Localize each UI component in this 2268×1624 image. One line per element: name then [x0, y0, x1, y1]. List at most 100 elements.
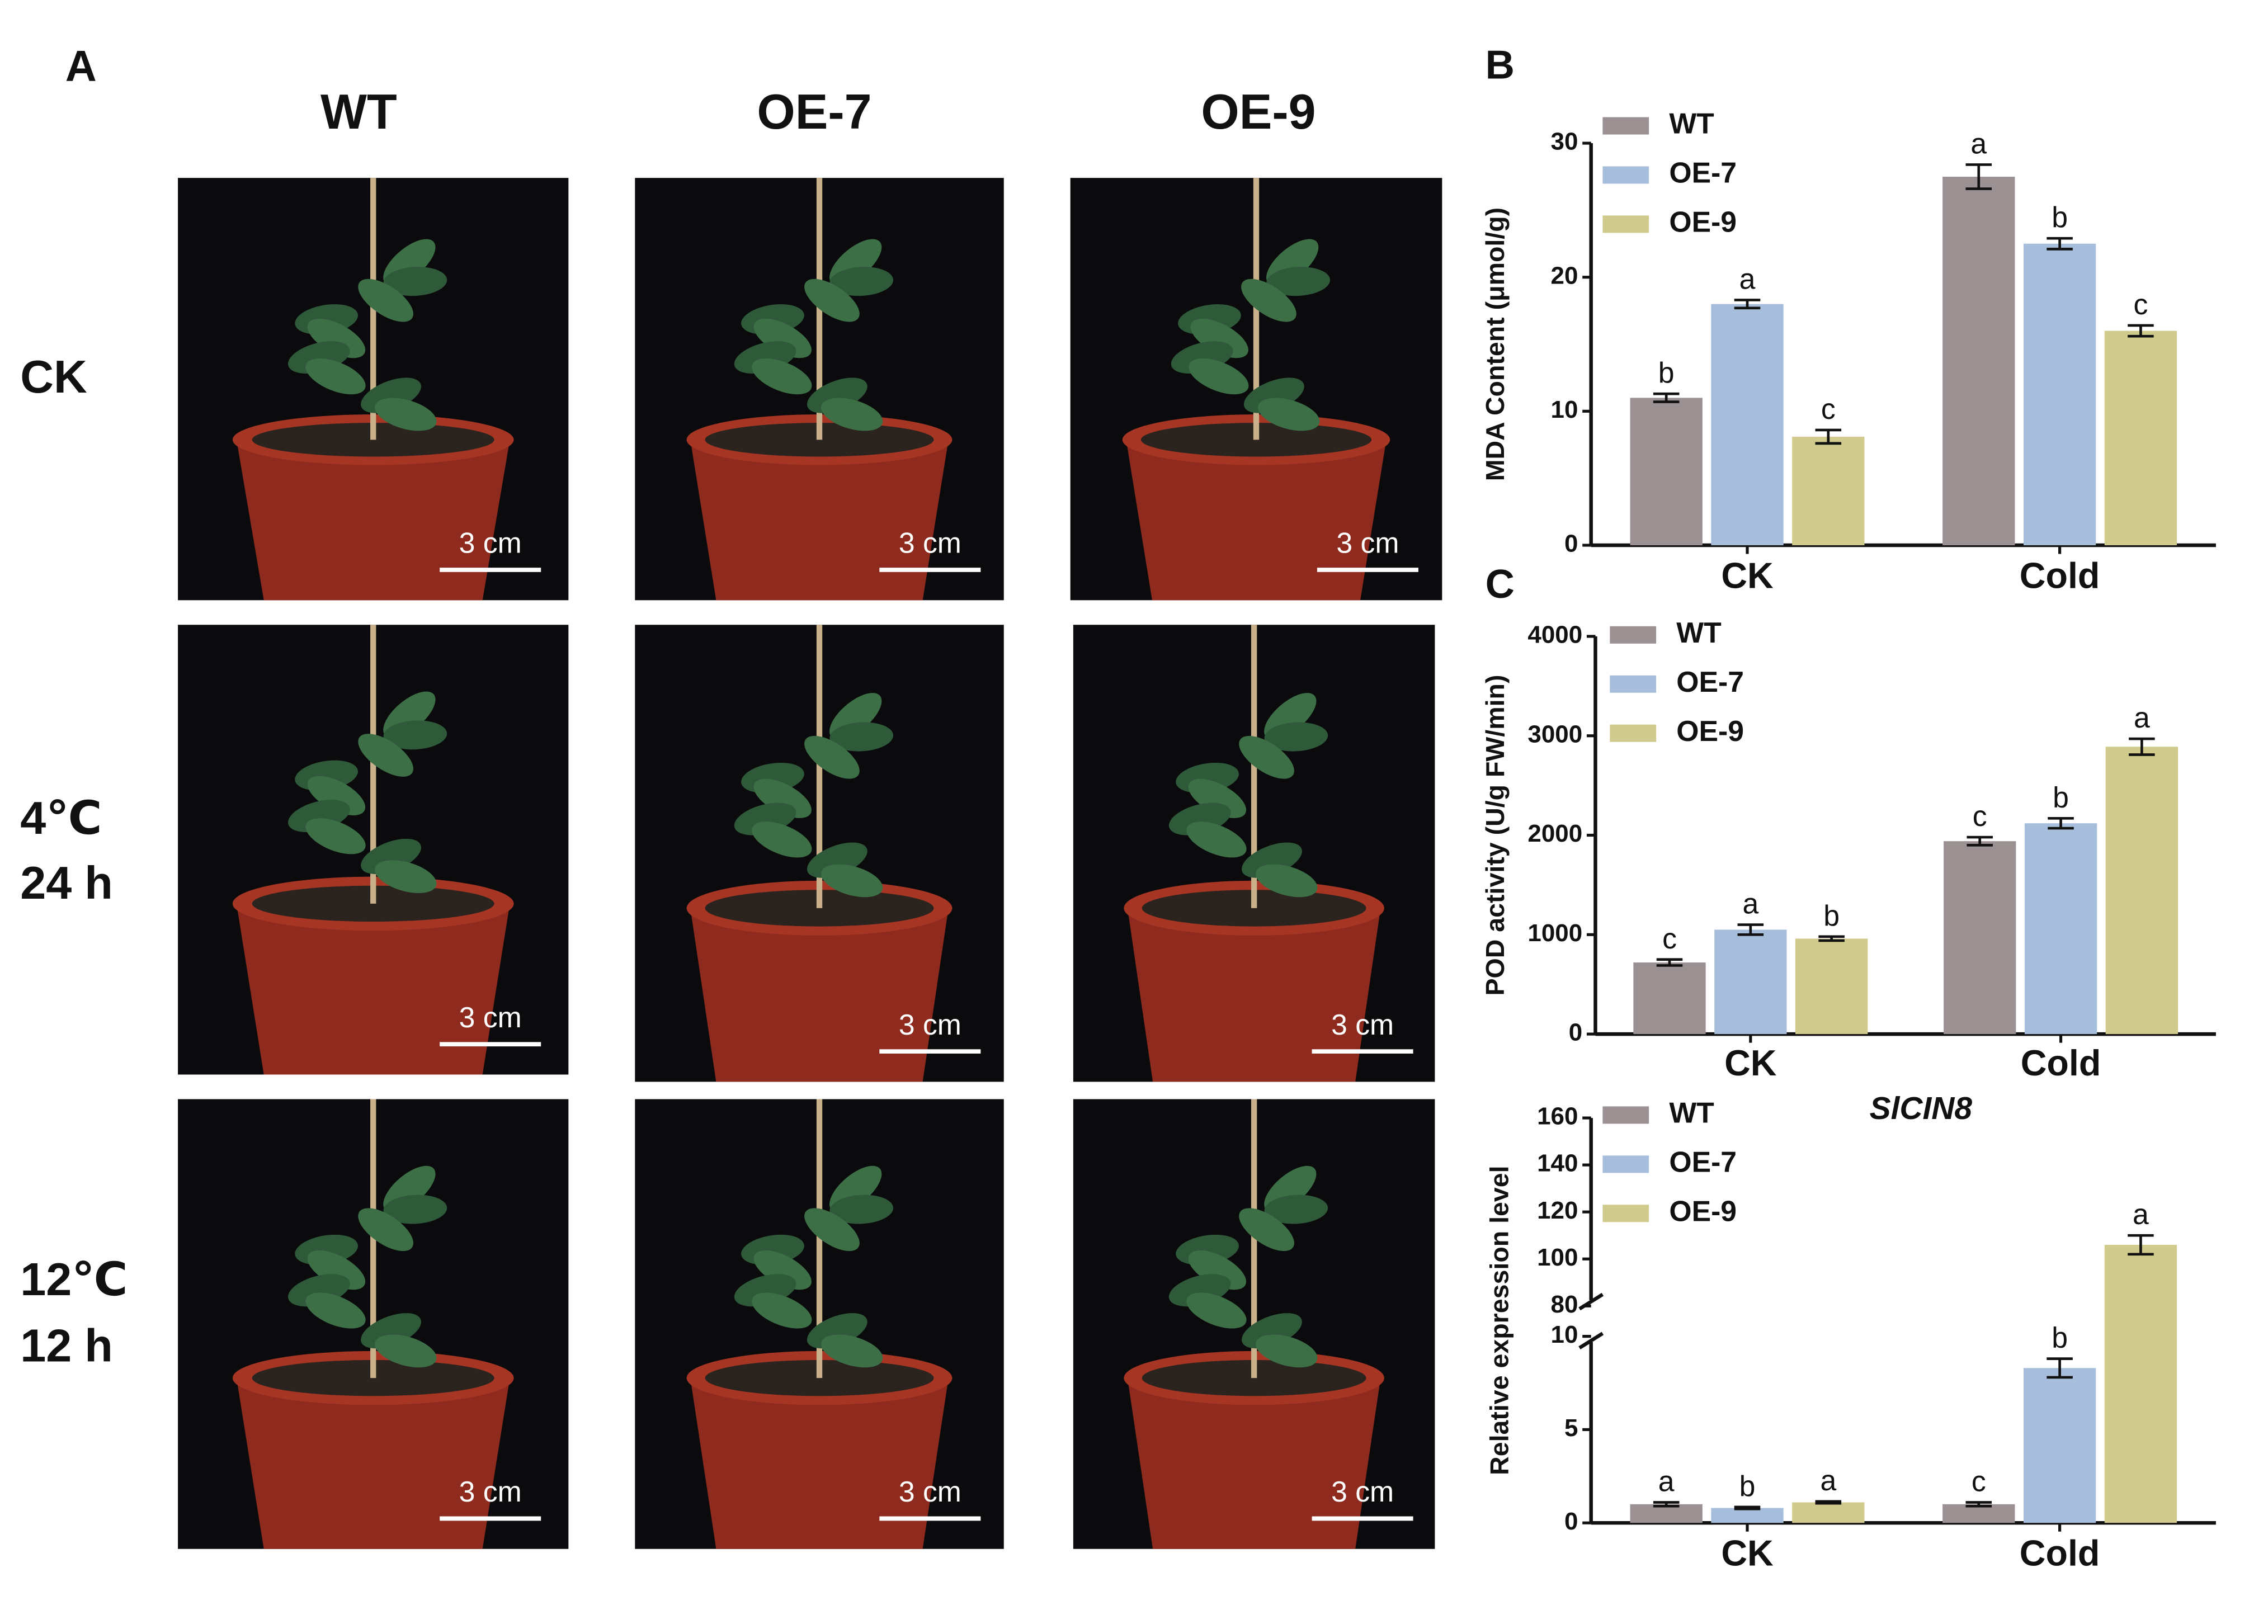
leaf: [753, 318, 812, 358]
leaf: [752, 358, 812, 395]
scale-label: 3 cm: [899, 1475, 961, 1508]
y-axis-label: POD activity (U/g FW/min): [1480, 675, 1510, 996]
x-tick-label: Cold: [2020, 1533, 2100, 1574]
error-bar: [2047, 237, 2073, 251]
significance-letter: a: [1658, 1465, 1675, 1498]
bar: [2024, 823, 2097, 1035]
leaf: [305, 818, 366, 855]
leaf: [361, 838, 421, 875]
pot: [690, 440, 949, 601]
bar: [1792, 1502, 1865, 1523]
leaf: [307, 1250, 366, 1290]
legend-swatch: [1602, 1106, 1649, 1124]
legend-label: OE-7: [1676, 665, 1744, 698]
leaf: [1188, 778, 1247, 818]
leaf: [829, 1195, 894, 1224]
axis-break: [1578, 1292, 1604, 1350]
leaf: [1256, 864, 1318, 898]
legend-label: OE-7: [1669, 157, 1737, 189]
y-tick-label: 10: [1551, 396, 1578, 423]
leaf: [305, 358, 366, 395]
error-bar: [1967, 835, 1993, 847]
legend-swatch: [1610, 724, 1657, 742]
y-tick-label: 140: [1537, 1150, 1578, 1177]
legend-swatch: [1610, 675, 1657, 693]
leaf: [807, 1313, 867, 1349]
leaf: [1186, 822, 1247, 858]
bar: [1711, 1508, 1784, 1523]
leaf: [829, 267, 894, 296]
significance-letter: c: [1662, 922, 1677, 955]
bar: [2105, 747, 2179, 1035]
significance-letter: a: [1739, 262, 1756, 295]
error-bar: [2128, 324, 2154, 338]
x-tick-label: CK: [1721, 555, 1774, 596]
bar: [1711, 304, 1784, 545]
leaf: [821, 864, 883, 898]
x-tick-label: Cold: [2021, 1042, 2101, 1083]
leaf: [1239, 735, 1294, 779]
scale-label: 3 cm: [459, 527, 522, 559]
leaf: [1266, 267, 1331, 296]
bar: [1942, 176, 2015, 545]
column-header: OE-9: [1201, 84, 1315, 139]
y-tick-label: 4000: [1527, 621, 1582, 649]
pot: [236, 903, 510, 1075]
leaf: [829, 722, 894, 752]
y-tick-label: 20: [1551, 262, 1578, 289]
error-bar: [1653, 392, 1680, 403]
pot: [236, 440, 510, 601]
leaf: [1188, 1250, 1247, 1290]
leaf: [804, 735, 860, 779]
y-tick-label: 10: [1551, 1321, 1578, 1348]
bar: [1633, 962, 1706, 1035]
significance-letter: a: [1970, 127, 1987, 159]
leaf: [1264, 1195, 1328, 1224]
y-tick-label: 1000: [1527, 919, 1582, 947]
leaf: [375, 398, 437, 431]
photo: 3 cm: [1073, 1099, 1435, 1549]
leaf: [1258, 398, 1320, 431]
significance-letter: a: [1820, 1464, 1836, 1496]
significance-letter: b: [1739, 1470, 1756, 1502]
leaf: [305, 1292, 366, 1329]
significance-letter: c: [1973, 800, 1987, 832]
significance-letter: b: [2052, 1321, 2068, 1354]
x-tick-label: Cold: [2020, 555, 2100, 596]
bar: [2104, 1245, 2177, 1523]
leaf: [1186, 1292, 1247, 1329]
leaf: [1242, 842, 1302, 878]
error-bar: [2128, 1234, 2154, 1256]
scale-label: 3 cm: [899, 527, 961, 559]
error-bar: [2129, 737, 2155, 756]
leaf: [358, 1208, 413, 1252]
legend-swatch: [1602, 1155, 1649, 1173]
leaf: [821, 398, 883, 431]
y-axis-label: Relative expression level: [1485, 1165, 1514, 1475]
y-tick-label: 80: [1551, 1291, 1578, 1318]
significance-letter: a: [2133, 1198, 2149, 1230]
significance-letter: b: [2053, 781, 2069, 813]
leaf: [383, 720, 447, 750]
legend-label: OE-9: [1669, 1195, 1737, 1227]
y-tick-label: 0: [1564, 1508, 1578, 1535]
leaf: [383, 1195, 447, 1224]
significance-letter: a: [1742, 887, 1758, 920]
y-axis-label: MDA Content (μmol/g): [1480, 207, 1510, 481]
scale-label: 3 cm: [1331, 1008, 1394, 1041]
error-bar: [1653, 1501, 1680, 1508]
error-bar: [1737, 923, 1764, 936]
x-tick-label: CK: [1724, 1042, 1777, 1083]
leaf: [752, 822, 812, 858]
error-bar: [1734, 299, 1761, 310]
leaf: [1189, 358, 1249, 395]
row-label: 24 h: [20, 857, 113, 909]
y-tick-label: 30: [1551, 128, 1578, 155]
row-label: 4℃: [20, 792, 102, 844]
leaf: [358, 278, 413, 322]
significance-letter: b: [1658, 356, 1675, 389]
y-tick-label: 3000: [1527, 720, 1582, 748]
legend-label: OE-9: [1676, 715, 1744, 747]
